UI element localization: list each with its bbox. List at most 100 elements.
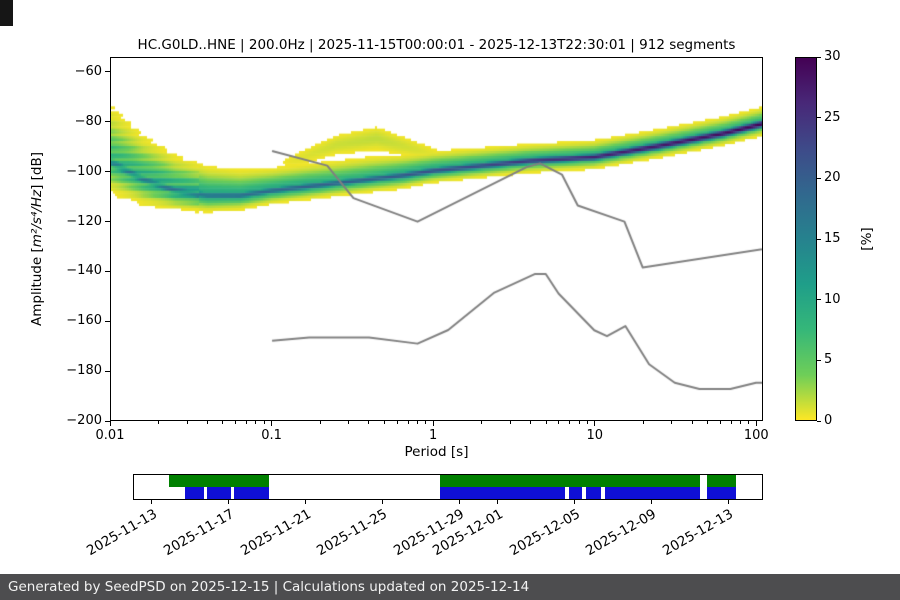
y-tick [105, 121, 110, 123]
x-minor-tick [529, 421, 531, 424]
timeline-tick [228, 500, 230, 504]
x-tick [594, 421, 596, 426]
y-axis-label-suffix: ] [dB] [29, 151, 45, 190]
x-tick [432, 421, 434, 426]
colorbar-tick-label: 20 [824, 170, 841, 186]
x-minor-tick [407, 421, 409, 424]
x-minor-tick [246, 421, 248, 424]
x-tick-label: 10 [586, 428, 603, 443]
coverage-segment-blue [234, 487, 269, 499]
x-minor-tick [707, 421, 709, 424]
x-tick [109, 421, 111, 426]
colorbar-tick [817, 177, 821, 179]
colorbar-tick [817, 238, 821, 240]
timeline-tick [727, 500, 729, 504]
y-axis-label-math: m²/s⁴/Hz [29, 189, 45, 248]
colorbar-tick [817, 299, 821, 301]
x-minor-tick [263, 421, 265, 424]
plot-area [110, 57, 763, 421]
y-tick-label: −60 [74, 63, 102, 79]
x-minor-tick [368, 421, 370, 424]
y-tick [105, 370, 110, 372]
y-tick [105, 270, 110, 272]
x-minor-tick [384, 421, 386, 424]
coverage-segment-blue [707, 487, 736, 499]
x-minor-tick [642, 421, 644, 424]
y-tick-label: −160 [66, 313, 102, 329]
timeline-tick [574, 500, 576, 504]
timeline-tick [151, 500, 153, 504]
x-minor-tick [158, 421, 160, 424]
colorbar-tick [817, 56, 821, 58]
colorbar-tick [817, 420, 821, 422]
x-minor-tick [730, 421, 732, 424]
coverage-timeline [133, 474, 763, 500]
timeline-tick [305, 500, 307, 504]
colorbar-tick-label: 0 [824, 413, 833, 428]
x-minor-tick [255, 421, 257, 424]
x-axis-label: Period [s] [404, 444, 469, 460]
x-minor-tick [740, 421, 742, 424]
colorbar-tick-label: 25 [824, 109, 841, 125]
timeline-tick [381, 500, 383, 504]
coverage-segment-green [168, 475, 269, 487]
x-minor-tick [545, 421, 547, 424]
x-minor-tick [748, 421, 750, 424]
footer-text: Generated by SeedPSD on 2025-12-15 | Cal… [8, 579, 530, 595]
x-minor-tick [578, 421, 580, 424]
colorbar-tick-label: 10 [824, 291, 841, 307]
coverage-segment-blue [207, 487, 232, 499]
x-tick-label: 0.01 [95, 428, 125, 443]
colorbar-tick [817, 359, 821, 361]
y-tick [105, 420, 110, 422]
coverage-segment-green [707, 475, 736, 487]
y-tick [105, 71, 110, 73]
y-tick-label: −180 [66, 363, 102, 379]
y-tick-label: −80 [74, 113, 102, 129]
corner-artifact [0, 0, 13, 26]
colorbar-label: [%] [859, 227, 875, 251]
coverage-segment-blue [439, 487, 565, 499]
x-minor-tick [348, 421, 350, 424]
x-tick-label: 100 [743, 428, 769, 443]
colorbar-tick-label: 5 [824, 352, 833, 368]
x-minor-tick [206, 421, 208, 424]
x-minor-tick [425, 421, 427, 424]
x-tick-label: 0.1 [261, 428, 282, 443]
footer-bar: Generated by SeedPSD on 2025-12-15 | Cal… [0, 574, 900, 600]
y-tick-label: −120 [66, 213, 102, 229]
y-tick-label: −100 [66, 163, 102, 179]
x-minor-tick [691, 421, 693, 424]
x-minor-tick [186, 421, 188, 424]
coverage-segment-blue [568, 487, 582, 499]
y-tick-label: −200 [66, 413, 102, 428]
y-tick [105, 221, 110, 223]
y-tick-label: −140 [66, 263, 102, 279]
colorbar-tick-label: 15 [824, 231, 841, 246]
x-minor-tick [586, 421, 588, 424]
x-tick [271, 421, 273, 426]
x-minor-tick [235, 421, 237, 424]
coverage-segment-blue [605, 487, 701, 499]
x-minor-tick [319, 421, 321, 424]
coverage-segment-blue [185, 487, 205, 499]
x-minor-tick [416, 421, 418, 424]
colorbar-tick [817, 117, 821, 119]
y-axis-label: Amplitude [m²/s⁴/Hz] [dB] [29, 152, 45, 326]
plot-title: HC.G0LD..HNE | 200.0Hz | 2025-11-15T00:0… [137, 37, 736, 53]
timeline-tick [650, 500, 652, 504]
timeline-tick [458, 500, 460, 504]
x-minor-tick [569, 421, 571, 424]
x-minor-tick [396, 421, 398, 424]
x-minor-tick [481, 421, 483, 424]
coverage-segment-blue [585, 487, 602, 499]
x-minor-tick [558, 421, 560, 424]
x-minor-tick [222, 421, 224, 424]
y-tick [105, 320, 110, 322]
x-minor-tick [719, 421, 721, 424]
y-tick [105, 171, 110, 173]
x-tick [755, 421, 757, 426]
ppsd-heatmap-canvas [111, 58, 762, 420]
timeline-tick [497, 500, 499, 504]
